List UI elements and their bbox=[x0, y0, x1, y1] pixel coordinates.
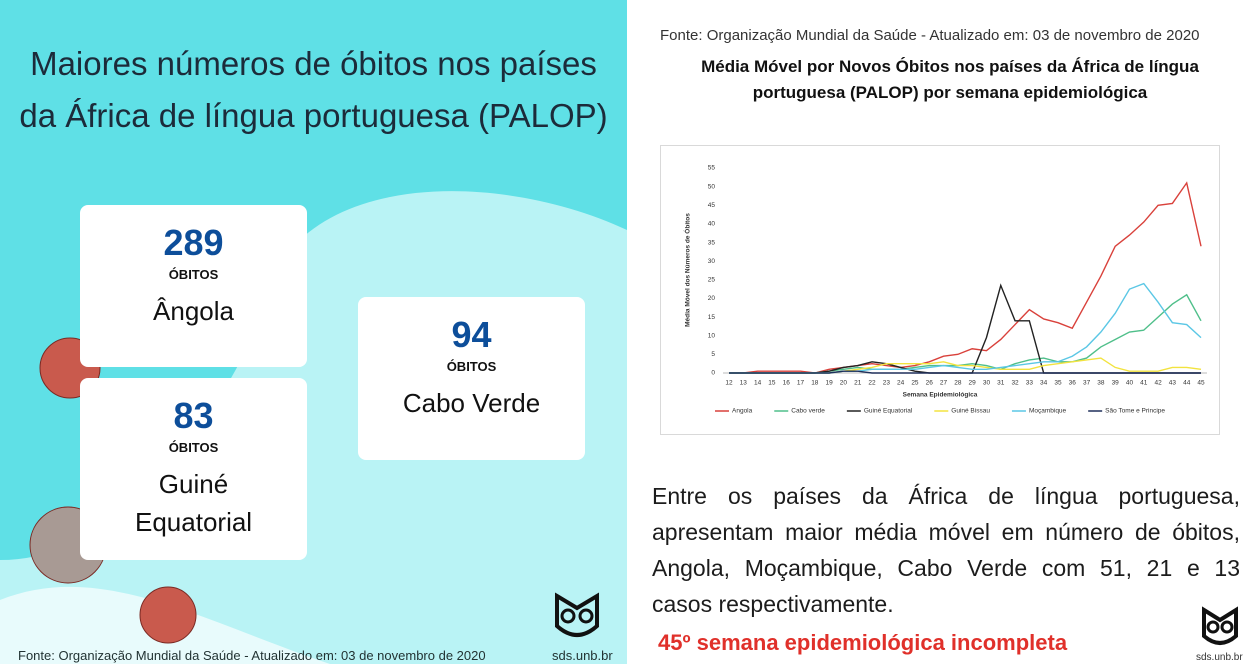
x-tick-label: 20 bbox=[840, 380, 848, 387]
card: 94 ÓBITOS Cabo Verde bbox=[358, 297, 585, 460]
source: Fonte: Organização Mundial da Saúde - At… bbox=[660, 27, 1200, 44]
x-tick-label: 45 bbox=[1197, 380, 1205, 387]
y-tick-label: 10 bbox=[708, 332, 716, 339]
footer-source: Fonte: Organização Mundial da Saúde - At… bbox=[18, 648, 486, 663]
x-tick-label: 28 bbox=[954, 380, 962, 387]
x-tick-label: 38 bbox=[1097, 380, 1105, 387]
x-tick-label: 44 bbox=[1183, 380, 1191, 387]
x-tick-label: 29 bbox=[969, 380, 977, 387]
y-tick-label: 15 bbox=[708, 314, 716, 321]
card-country: Guiné Equatorial bbox=[80, 465, 307, 541]
x-tick-label: 19 bbox=[826, 380, 834, 387]
x-tick-label: 43 bbox=[1169, 380, 1177, 387]
x-tick-label: 26 bbox=[926, 380, 934, 387]
site: sds.unb.br bbox=[1196, 652, 1243, 663]
x-tick-label: 25 bbox=[911, 380, 919, 387]
y-tick-label: 5 bbox=[711, 351, 715, 358]
x-tick-label: 37 bbox=[1083, 380, 1091, 387]
owl-logo bbox=[553, 592, 601, 644]
x-tick-label: 34 bbox=[1040, 380, 1048, 387]
x-tick-label: 24 bbox=[897, 380, 905, 387]
x-tick-label: 40 bbox=[1126, 380, 1134, 387]
card-unit: ÓBITOS bbox=[358, 359, 585, 374]
x-tick-label: 16 bbox=[783, 380, 791, 387]
note: 45º semana epidemiológica incompleta bbox=[658, 630, 1067, 656]
x-tick-label: 39 bbox=[1112, 380, 1120, 387]
x-tick-label: 33 bbox=[1026, 380, 1034, 387]
legend-label: São Tome e Principe bbox=[1105, 408, 1165, 415]
legend-label: Angola bbox=[732, 408, 753, 415]
y-tick-label: 0 bbox=[711, 370, 715, 377]
card: 289 ÓBITOS Ângola bbox=[80, 205, 307, 367]
y-tick-label: 20 bbox=[708, 295, 716, 302]
title: Maiores números de óbitos nos países da … bbox=[10, 38, 617, 142]
y-tick-label: 30 bbox=[708, 258, 716, 265]
x-tick-label: 17 bbox=[797, 380, 805, 387]
site: sds.unb.br bbox=[552, 648, 613, 663]
y-tick-label: 40 bbox=[708, 221, 716, 228]
card-number: 289 bbox=[80, 223, 307, 263]
x-tick-label: 36 bbox=[1069, 380, 1077, 387]
x-tick-label: 12 bbox=[725, 380, 733, 387]
x-tick-label: 42 bbox=[1154, 380, 1162, 387]
x-axis-title: Semana Epidemiológica bbox=[903, 392, 978, 399]
card-country: Cabo Verde bbox=[358, 384, 585, 422]
chart-title: Média Móvel por Novos Óbitos nos países … bbox=[660, 54, 1240, 106]
x-tick-label: 27 bbox=[940, 380, 948, 387]
card-unit: ÓBITOS bbox=[80, 267, 307, 282]
chart: Semana Epidemiológica Média Móvel dos Nú… bbox=[660, 145, 1220, 435]
x-tick-label: 31 bbox=[997, 380, 1005, 387]
legend-label: Guiné Equatorial bbox=[864, 408, 913, 415]
x-tick-label: 22 bbox=[868, 380, 876, 387]
y-tick-label: 55 bbox=[708, 165, 716, 172]
x-tick-label: 30 bbox=[983, 380, 991, 387]
card-country: Ângola bbox=[80, 292, 307, 330]
card-number: 94 bbox=[358, 315, 585, 355]
legend-label: Cabo verde bbox=[791, 408, 825, 415]
y-axis-title: Média Móvel dos Números de Óbitos bbox=[683, 213, 692, 327]
y-tick-label: 50 bbox=[708, 183, 716, 190]
legend-label: Guiné Bissau bbox=[951, 408, 990, 415]
x-tick-label: 13 bbox=[740, 380, 748, 387]
card: 83 ÓBITOS Guiné Equatorial bbox=[80, 378, 307, 560]
card-number: 83 bbox=[80, 396, 307, 436]
y-tick-label: 45 bbox=[708, 202, 716, 209]
card-unit: ÓBITOS bbox=[80, 440, 307, 455]
y-tick-label: 25 bbox=[708, 277, 716, 284]
legend-label: Moçambique bbox=[1029, 408, 1067, 415]
paragraph: Entre os países da África de língua port… bbox=[652, 478, 1240, 622]
x-tick-label: 41 bbox=[1140, 380, 1148, 387]
left-panel: Maiores números de óbitos nos países da … bbox=[0, 0, 627, 664]
page: Maiores números de óbitos nos países da … bbox=[0, 0, 1244, 664]
x-tick-label: 23 bbox=[883, 380, 891, 387]
y-tick-label: 35 bbox=[708, 239, 716, 246]
x-tick-label: 32 bbox=[1011, 380, 1019, 387]
x-tick-label: 14 bbox=[754, 380, 762, 387]
owl-logo bbox=[1200, 606, 1240, 650]
x-tick-label: 21 bbox=[854, 380, 862, 387]
x-tick-label: 18 bbox=[811, 380, 819, 387]
x-tick-label: 15 bbox=[768, 380, 776, 387]
x-tick-label: 35 bbox=[1054, 380, 1062, 387]
